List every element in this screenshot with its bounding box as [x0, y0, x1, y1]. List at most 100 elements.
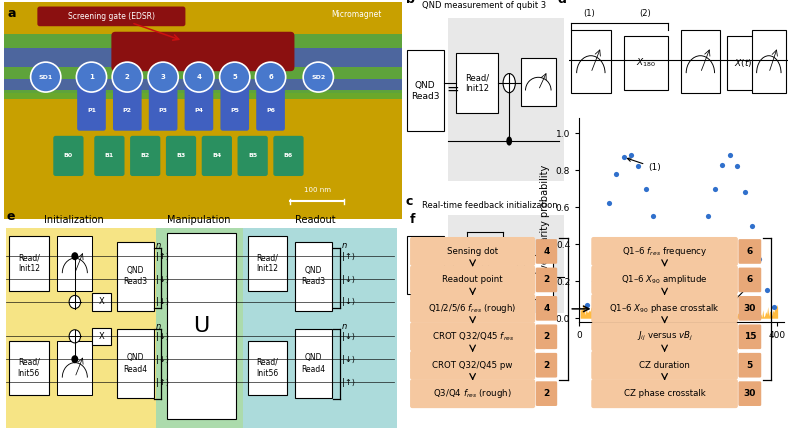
- Text: |↓⟩: |↓⟩: [156, 355, 169, 364]
- Text: Readout point: Readout point: [442, 276, 503, 284]
- FancyBboxPatch shape: [571, 30, 611, 93]
- FancyBboxPatch shape: [410, 322, 535, 351]
- FancyBboxPatch shape: [117, 242, 154, 311]
- Point: [701, 213, 714, 220]
- Point: [610, 170, 623, 177]
- FancyBboxPatch shape: [166, 136, 196, 176]
- Text: Read/
Init12: Read/ Init12: [18, 253, 40, 273]
- Text: P6: P6: [266, 108, 275, 113]
- FancyBboxPatch shape: [9, 341, 49, 395]
- Text: B4: B4: [212, 153, 221, 159]
- Text: |↓⟩: |↓⟩: [156, 332, 169, 341]
- Point: [768, 304, 780, 311]
- Text: 3: 3: [161, 74, 165, 80]
- X-axis label: Time (ns): Time (ns): [659, 346, 704, 356]
- Circle shape: [76, 62, 106, 92]
- Text: SD1: SD1: [39, 74, 53, 80]
- Text: |↑⟩: |↑⟩: [156, 378, 169, 387]
- Point: [760, 287, 773, 294]
- Text: Read/
Init12: Read/ Init12: [465, 73, 489, 93]
- Text: 2: 2: [544, 361, 549, 370]
- FancyBboxPatch shape: [738, 239, 761, 264]
- Text: 2: 2: [544, 276, 549, 284]
- Point: [730, 163, 743, 170]
- Text: B5: B5: [248, 153, 257, 159]
- Point: [679, 296, 692, 303]
- FancyBboxPatch shape: [591, 351, 738, 380]
- FancyBboxPatch shape: [738, 381, 761, 406]
- Text: 1: 1: [89, 74, 94, 80]
- Text: QND
Read3: QND Read3: [411, 81, 440, 101]
- FancyBboxPatch shape: [273, 136, 303, 176]
- Text: n: n: [342, 322, 348, 331]
- FancyBboxPatch shape: [536, 296, 557, 321]
- Text: d: d: [558, 0, 567, 6]
- FancyBboxPatch shape: [37, 7, 185, 26]
- FancyBboxPatch shape: [167, 233, 236, 419]
- FancyBboxPatch shape: [410, 379, 535, 408]
- FancyBboxPatch shape: [521, 58, 556, 106]
- Text: Read/
Init56: Read/ Init56: [256, 358, 279, 378]
- Point: [640, 185, 652, 192]
- Text: f: f: [410, 213, 415, 226]
- FancyBboxPatch shape: [247, 236, 288, 290]
- Text: B6: B6: [284, 153, 293, 159]
- Text: e: e: [6, 210, 15, 223]
- FancyBboxPatch shape: [92, 328, 111, 345]
- FancyBboxPatch shape: [624, 36, 667, 90]
- Text: QND
Read3: QND Read3: [302, 266, 325, 286]
- Text: Readout: Readout: [295, 215, 335, 225]
- Point: [693, 244, 706, 251]
- FancyBboxPatch shape: [95, 136, 125, 176]
- Text: 30: 30: [744, 304, 756, 313]
- Point: [662, 274, 675, 281]
- FancyBboxPatch shape: [113, 85, 142, 131]
- FancyBboxPatch shape: [77, 85, 106, 131]
- Text: a: a: [8, 7, 17, 20]
- FancyBboxPatch shape: [184, 85, 214, 131]
- Text: Screening gate (EDSR): Screening gate (EDSR): [68, 12, 155, 21]
- Text: 30: 30: [744, 389, 756, 398]
- Text: 15: 15: [744, 332, 756, 341]
- Text: 6: 6: [747, 276, 753, 284]
- FancyBboxPatch shape: [738, 353, 761, 378]
- Point: [647, 213, 660, 220]
- Text: b: b: [406, 0, 414, 6]
- Text: QND
Read4: QND Read4: [302, 353, 325, 374]
- Text: $X(t)$: $X(t)$: [734, 57, 753, 69]
- Text: Real-time feedback initialization: Real-time feedback initialization: [422, 201, 558, 210]
- Text: B3: B3: [177, 153, 186, 159]
- FancyBboxPatch shape: [681, 30, 720, 93]
- Text: Micromagnet: Micromagnet: [332, 10, 382, 19]
- FancyBboxPatch shape: [738, 296, 761, 321]
- Circle shape: [72, 252, 78, 260]
- Text: Read/
Init56: Read/ Init56: [17, 358, 40, 378]
- Point: [738, 189, 751, 196]
- Text: (2): (2): [640, 9, 652, 18]
- Text: Sensing dot: Sensing dot: [447, 247, 498, 256]
- FancyBboxPatch shape: [591, 379, 738, 408]
- FancyBboxPatch shape: [9, 236, 49, 290]
- Circle shape: [72, 355, 78, 363]
- Text: 2: 2: [544, 332, 549, 341]
- Point: [753, 255, 766, 262]
- FancyBboxPatch shape: [130, 136, 160, 176]
- Text: n: n: [156, 322, 162, 331]
- Bar: [156, 228, 243, 428]
- FancyBboxPatch shape: [247, 341, 288, 395]
- Point: [603, 200, 615, 207]
- FancyBboxPatch shape: [489, 261, 517, 293]
- Circle shape: [148, 62, 178, 92]
- FancyBboxPatch shape: [536, 325, 557, 349]
- Text: Initialization: Initialization: [43, 215, 103, 225]
- Text: 4: 4: [196, 74, 202, 80]
- FancyBboxPatch shape: [54, 136, 84, 176]
- FancyBboxPatch shape: [727, 36, 760, 90]
- Text: Q1–6 $X_{90}$ amplitude: Q1–6 $X_{90}$ amplitude: [621, 273, 708, 286]
- Text: P1: P1: [87, 108, 96, 113]
- FancyBboxPatch shape: [410, 294, 535, 323]
- FancyBboxPatch shape: [295, 242, 333, 311]
- Point: [723, 152, 736, 159]
- Text: 4: 4: [543, 304, 550, 313]
- Text: =: =: [446, 258, 459, 273]
